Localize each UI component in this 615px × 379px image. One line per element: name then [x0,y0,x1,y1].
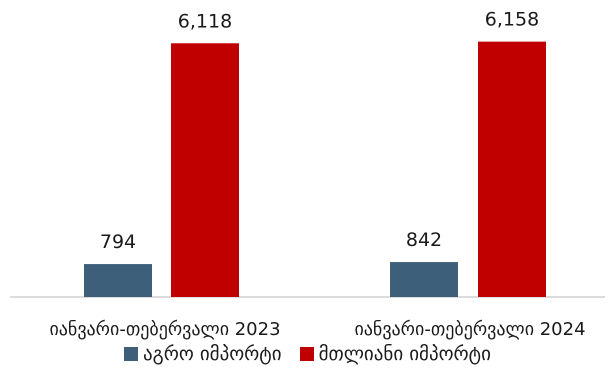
bar-total-import-1 [171,43,239,297]
legend: აგრო იმპორტი მთლიანი იმპორტი [0,339,615,369]
bars-group [84,41,546,298]
bar-agro-import-2 [390,262,458,297]
legend-item-agro-import: აგრო იმპორტი [124,343,282,365]
bar-agro-import-1 [84,264,152,297]
category-label-2: იანვარი-თებერვალი 2024 [354,319,585,340]
data-label-total-import-1: 6,118 [178,10,232,32]
legend-swatch-total-import [299,347,314,361]
data-labels-group: 794 6,118 842 6,158 [100,9,539,253]
data-label-agro-import-2: 842 [406,229,442,251]
data-label-total-import-2: 6,158 [485,9,539,31]
category-labels-group: იანვარი-თებერვალი 2023 იანვარი-თებერვალი … [49,319,585,340]
category-label-1: იანვარი-თებერვალი 2023 [49,319,280,340]
data-label-agro-import-1: 794 [100,231,136,253]
legend-item-total-import: მთლიანი იმპორტი [299,343,491,365]
legend-label-agro-import: აგრო იმპორტი [143,343,282,365]
legend-label-total-import: მთლიანი იმპორტი [318,343,491,365]
legend-swatch-agro-import [124,347,139,361]
bar-total-import-2 [478,41,546,298]
